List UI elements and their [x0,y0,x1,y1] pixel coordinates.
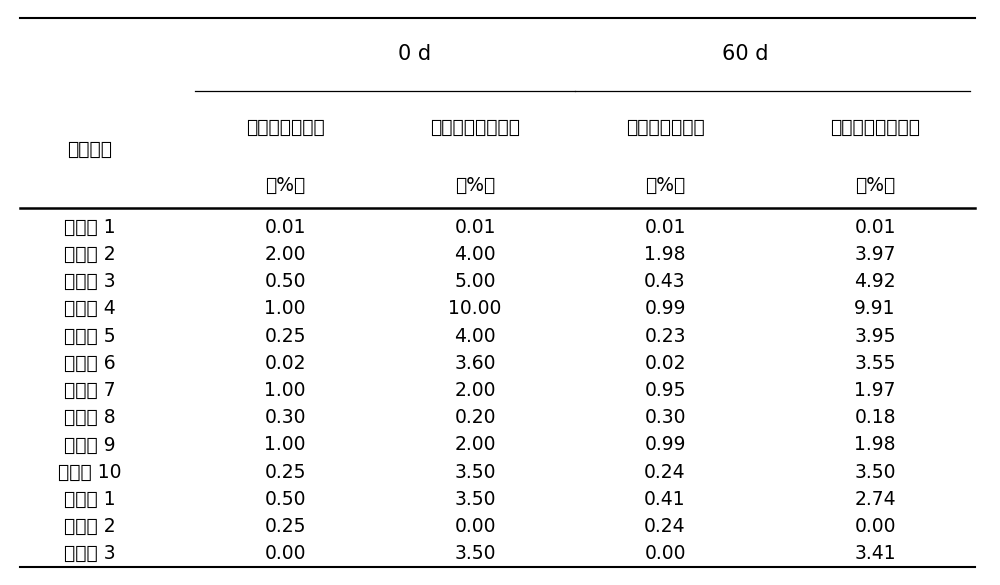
Text: 0.99: 0.99 [644,300,686,318]
Text: 邻苯二酚衍生物: 邻苯二酚衍生物 [626,118,704,137]
Text: 9.91: 9.91 [854,300,896,318]
Text: 0.01: 0.01 [264,218,306,237]
Text: 对比例 2: 对比例 2 [64,517,116,536]
Text: 3.95: 3.95 [854,326,896,346]
Text: 实施例 7: 实施例 7 [64,381,116,400]
Text: 4.00: 4.00 [454,245,496,264]
Text: 实施例 6: 实施例 6 [64,354,116,373]
Text: 2.00: 2.00 [454,381,496,400]
Text: 0 d: 0 d [398,44,432,64]
Text: 实施例 5: 实施例 5 [64,326,116,346]
Text: 3.50: 3.50 [854,463,896,481]
Text: 4.92: 4.92 [854,272,896,291]
Text: 2.74: 2.74 [854,490,896,509]
Text: （%）: （%） [265,176,305,195]
Text: 0.20: 0.20 [454,408,496,427]
Text: 3.55: 3.55 [854,354,896,373]
Text: 0.95: 0.95 [644,381,686,400]
Text: 2.00: 2.00 [264,245,306,264]
Text: 实施例 8: 实施例 8 [64,408,116,427]
Text: 0.01: 0.01 [454,218,496,237]
Text: 邻苯二酚衍生物: 邻苯二酚衍生物 [246,118,324,137]
Text: 对比例 3: 对比例 3 [64,544,116,563]
Text: 0.00: 0.00 [854,517,896,536]
Text: 0.43: 0.43 [644,272,686,291]
Text: 0.41: 0.41 [644,490,686,509]
Text: 实施例 10: 实施例 10 [58,463,122,481]
Text: 3.50: 3.50 [454,490,496,509]
Text: 1.00: 1.00 [264,435,306,455]
Text: 1.98: 1.98 [644,245,686,264]
Text: 1.00: 1.00 [264,381,306,400]
Text: 0.24: 0.24 [644,517,686,536]
Text: 3.50: 3.50 [454,463,496,481]
Text: （%）: （%） [455,176,495,195]
Text: 3.41: 3.41 [854,544,896,563]
Text: 实施例 9: 实施例 9 [64,435,116,455]
Text: 0.01: 0.01 [644,218,686,237]
Text: 1.97: 1.97 [854,381,896,400]
Text: 3.60: 3.60 [454,354,496,373]
Text: 0.23: 0.23 [644,326,686,346]
Text: 0.25: 0.25 [264,463,306,481]
Text: 0.24: 0.24 [644,463,686,481]
Text: 0.00: 0.00 [264,544,306,563]
Text: 实施例 3: 实施例 3 [64,272,116,291]
Text: 0.25: 0.25 [264,517,306,536]
Text: 维生素及其衍生物: 维生素及其衍生物 [830,118,920,137]
Text: 0.30: 0.30 [264,408,306,427]
Text: 实施例 2: 实施例 2 [64,245,116,264]
Text: 0.18: 0.18 [854,408,896,427]
Text: 0.02: 0.02 [264,354,306,373]
Text: 0.50: 0.50 [264,272,306,291]
Text: 5.00: 5.00 [454,272,496,291]
Text: 60 d: 60 d [722,44,768,64]
Text: 1.98: 1.98 [854,435,896,455]
Text: 0.01: 0.01 [854,218,896,237]
Text: （%）: （%） [645,176,685,195]
Text: 0.02: 0.02 [644,354,686,373]
Text: 0.00: 0.00 [644,544,686,563]
Text: 0.25: 0.25 [264,326,306,346]
Text: 3.50: 3.50 [454,544,496,563]
Text: 0.00: 0.00 [454,517,496,536]
Text: 1.00: 1.00 [264,300,306,318]
Text: 10.00: 10.00 [448,300,502,318]
Text: 0.50: 0.50 [264,490,306,509]
Text: 实施例 4: 实施例 4 [64,300,116,318]
Text: 维生素及其衍生物: 维生素及其衍生物 [430,118,520,137]
Text: 0.30: 0.30 [644,408,686,427]
Text: 样品名称: 样品名称 [68,140,112,159]
Text: 对比例 1: 对比例 1 [64,490,116,509]
Text: 0.99: 0.99 [644,435,686,455]
Text: 3.97: 3.97 [854,245,896,264]
Text: 4.00: 4.00 [454,326,496,346]
Text: （%）: （%） [855,176,895,195]
Text: 实施例 1: 实施例 1 [64,218,116,237]
Text: 2.00: 2.00 [454,435,496,455]
